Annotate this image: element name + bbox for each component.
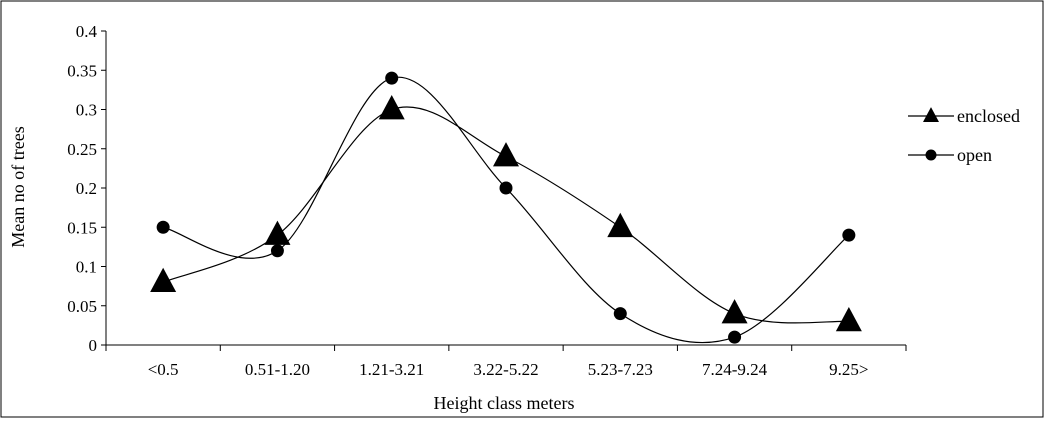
data-point-enclosed xyxy=(721,299,748,324)
y-tick-label: 0.35 xyxy=(67,61,97,80)
data-point-open xyxy=(385,71,399,85)
x-axis-title: Height class meters xyxy=(434,393,575,413)
x-tick-label: 0.51-1.20 xyxy=(245,360,310,379)
y-tick-label: 0.4 xyxy=(76,22,98,41)
data-point-open xyxy=(728,330,742,344)
y-tick-label: 0.15 xyxy=(67,218,97,237)
x-tick-label: <0.5 xyxy=(148,360,179,379)
x-tick-label: 9.25> xyxy=(829,360,868,379)
y-tick-label: 0.05 xyxy=(67,297,97,316)
y-tick-label: 0.1 xyxy=(76,258,97,277)
x-tick-label: 1.21-3.21 xyxy=(359,360,424,379)
data-point-enclosed xyxy=(607,212,634,238)
data-point-open xyxy=(499,181,513,195)
y-tick-label: 0 xyxy=(89,336,98,355)
data-point-enclosed xyxy=(264,220,291,245)
data-point-open xyxy=(270,244,284,258)
x-tick-label: 5.23-7.23 xyxy=(588,360,653,379)
legend: enclosed open xyxy=(908,106,1020,165)
y-tick-label: 0.2 xyxy=(76,179,97,198)
data-point-enclosed xyxy=(835,306,862,332)
data-point-open xyxy=(156,220,170,234)
x-tick-label: 7.24-9.24 xyxy=(702,360,768,379)
legend-label-enclosed: enclosed xyxy=(957,106,1020,126)
series-open xyxy=(156,71,856,344)
data-point-open xyxy=(613,307,627,321)
data-point-enclosed xyxy=(493,142,519,167)
legend-marker-open xyxy=(925,149,937,161)
y-tick-label: 0.3 xyxy=(76,101,97,120)
y-axis-title: Mean no of trees xyxy=(8,126,28,247)
y-tick-label: 0.25 xyxy=(67,140,97,159)
data-point-enclosed xyxy=(378,94,405,120)
legend-label-open: open xyxy=(957,145,992,165)
legend-marker-enclosed xyxy=(923,107,939,123)
x-tick-label: 3.22-5.22 xyxy=(473,360,538,379)
data-point-open xyxy=(842,228,856,242)
data-point-enclosed xyxy=(150,267,177,293)
series-enclosed xyxy=(150,94,862,332)
